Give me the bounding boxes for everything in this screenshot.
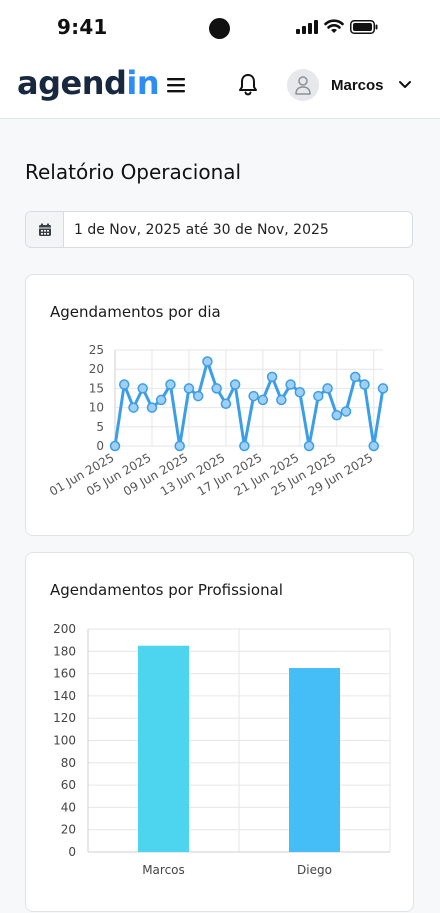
data-point [377,383,389,394]
data-point [276,394,287,406]
y-tick-label: 160 [53,667,76,681]
bell-icon [239,74,257,96]
data-point [109,440,121,452]
y-tick-label: 200 [53,622,76,636]
data-point [220,398,232,410]
y-tick-label: 20 [89,362,104,376]
professional-appointments-chart: 0 20 40 60 80 100 120 140 160 180 200 Marcos Diego [53,622,391,877]
data-point [229,379,241,390]
y-tick-label: 140 [53,689,76,703]
data-point [202,356,213,367]
cellular-signal-icon [296,19,318,34]
status-bar: 9:41 [0,0,440,56]
y-tick-label: 15 [89,381,104,395]
data-point [313,390,324,402]
data-point [165,379,176,390]
chevron-down-icon[interactable] [398,80,412,90]
user-menu[interactable]: Marcos [287,68,412,102]
y-tick-label: 180 [53,644,76,658]
y-tick-label: 60 [61,778,76,792]
line-chart-title: Agendamentos por dia [50,303,221,321]
y-tick-label: 5 [96,420,104,434]
wifi-icon [324,19,344,33]
status-time: 9:41 [57,15,108,39]
avatar[interactable] [287,69,319,101]
data-point [239,440,250,452]
date-range-picker[interactable]: 1 de Nov, 2025 até 30 de Nov, 2025 [25,211,413,248]
data-point [118,379,130,390]
status-icons [296,19,378,34]
data-point [294,386,306,398]
data-point [266,371,278,383]
y-tick-label: 120 [53,711,76,725]
data-point [137,383,148,394]
bar-marcos [138,645,189,852]
date-range-text: 1 de Nov, 2025 até 30 de Nov, 2025 [74,221,329,238]
data-point [350,371,361,383]
bar-chart-title: Agendamentos por Profissional [50,581,283,599]
camera-cutout [209,18,230,39]
data-point [285,379,296,390]
y-tick-label: 0 [96,439,104,453]
user-name: Marcos [331,76,384,94]
data-point [128,402,139,413]
menu-button[interactable] [165,75,187,95]
y-tick-label: 0 [68,845,76,859]
data-point [359,379,370,390]
y-tick-label: 40 [61,800,76,814]
data-point [368,440,380,452]
x-category-label: Marcos [142,863,185,877]
data-point [331,410,343,421]
data-point [146,402,158,413]
y-tick-label: 10 [89,401,104,415]
date-icon-box[interactable] [26,212,64,247]
data-point [192,390,204,402]
calendar-icon [38,223,51,236]
user-icon [295,76,311,95]
logo-main: agend [17,64,127,102]
y-tick-label: 25 [89,343,104,357]
battery-icon [350,19,378,34]
data-point [174,440,185,452]
daily-appointments-card: Agendamentos por dia 0 5 10 15 20 25 01 Jun 20… [25,274,414,536]
data-point [248,390,259,402]
data-point [322,383,333,394]
y-tick-label: 100 [53,734,76,748]
page-title: Relatório Operacional [25,160,242,184]
x-category-label: Diego [297,863,332,877]
hamburger-icon [167,78,185,93]
y-tick-label: 80 [61,756,76,770]
logo[interactable]: agendin [17,64,160,102]
notifications-button[interactable] [236,72,260,98]
data-point [183,383,195,394]
logo-accent: in [126,64,160,102]
app-header: agendin Marcos [0,56,440,119]
professional-appointments-card: Agendamentos por Profissional 0 20 40 60 80 1… [25,552,414,912]
data-point [340,406,352,417]
data-point [303,440,315,452]
data-point [155,394,167,406]
data-point [257,394,269,406]
y-tick-label: 20 [61,823,76,837]
data-point [211,383,222,394]
bar-diego [289,668,340,852]
